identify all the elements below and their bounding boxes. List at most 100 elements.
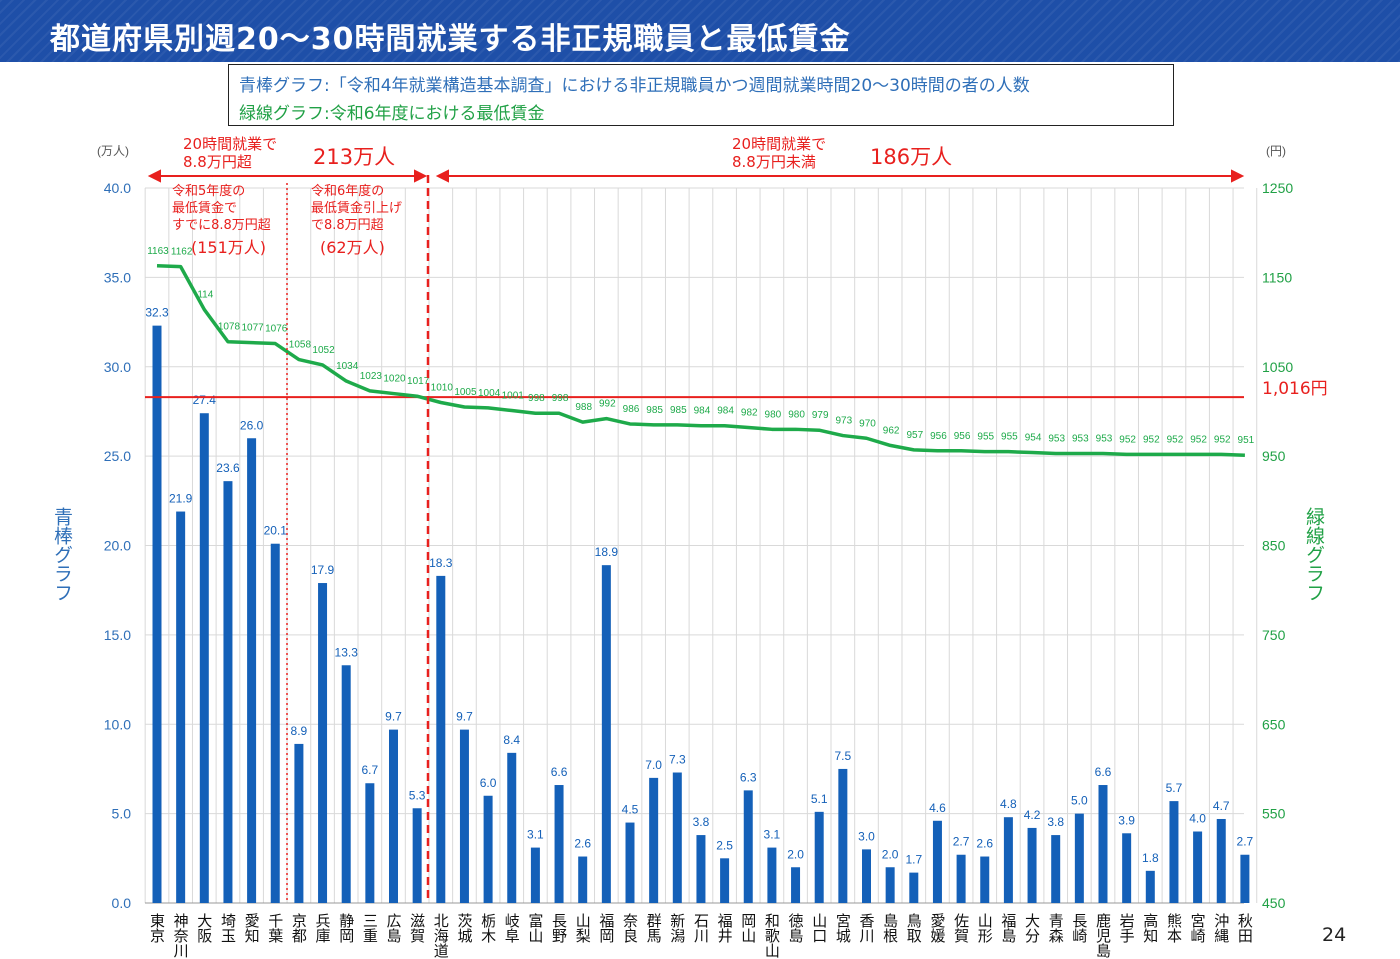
line-value-label: 1034	[336, 361, 359, 372]
left-group-label-2: 8.8万円超	[183, 153, 252, 171]
category-label: 徳島	[787, 913, 805, 943]
left-axis-unit: (万人)	[97, 144, 129, 158]
bar-value-label: 4.0	[1189, 812, 1206, 826]
category-label: 長崎	[1070, 913, 1088, 943]
category-label: 岡山	[739, 913, 757, 943]
page-title: 都道府県別週20～30時間就業する非正規職員と最低賃金	[50, 22, 851, 57]
bar-value-label: 3.1	[764, 828, 781, 842]
sub2-total: (62万人)	[320, 238, 385, 257]
category-label: 奈良	[621, 913, 639, 943]
right-tick-label: 550	[1262, 806, 1286, 822]
category-label: 神奈川	[172, 913, 190, 958]
category-label: 茨城	[455, 913, 473, 944]
category-label: 兵庫	[314, 913, 332, 943]
line-value-label: 956	[930, 431, 947, 442]
bar-value-label: 3.8	[1047, 815, 1064, 829]
bar	[507, 752, 517, 903]
bar-value-label: 20.1	[264, 524, 288, 538]
line-value-label: 1023	[360, 371, 383, 382]
category-label: 鹿児島	[1094, 913, 1112, 958]
line-value-label: 984	[717, 406, 734, 417]
line-value-label: 952	[1190, 434, 1207, 445]
bar	[720, 858, 730, 903]
bar	[1169, 801, 1179, 903]
bar	[767, 847, 777, 903]
category-label: 大分	[1023, 913, 1041, 944]
bar	[814, 811, 824, 903]
bar	[649, 777, 659, 903]
page-number: 24	[1322, 924, 1347, 946]
category-label: 広島	[385, 913, 403, 943]
line-value-label: 980	[788, 409, 805, 420]
bar-value-label: 6.6	[551, 765, 568, 779]
sub1-line3: すでに8.8万円超	[172, 218, 271, 233]
bar	[436, 575, 446, 903]
bar	[743, 790, 753, 903]
line-value-label: 952	[1119, 434, 1136, 445]
bar	[909, 872, 919, 903]
category-label: 福井	[716, 913, 734, 944]
line-value-label: 1001	[502, 391, 525, 402]
sub1-line2: 最低賃金で	[172, 200, 237, 216]
line-series	[156, 264, 1245, 457]
category-label: 静岡	[337, 913, 355, 944]
category-label: 熊本	[1165, 913, 1183, 943]
line-value-label: 955	[1001, 432, 1018, 443]
bar-value-label: 2.6	[574, 837, 591, 851]
right-tick-label: 650	[1262, 716, 1286, 732]
line-value-label: 985	[646, 405, 663, 416]
bar	[459, 729, 469, 903]
right-tick-label: 1150	[1262, 269, 1292, 285]
bar	[270, 543, 280, 903]
title-banner: 都道府県別週20～30時間就業する非正規職員と最低賃金	[0, 0, 1400, 62]
line-value-label: 1005	[454, 387, 477, 398]
category-label: 滋賀	[408, 913, 426, 943]
left-tick-label: 40.0	[104, 180, 131, 196]
line-value-label: 1076	[265, 324, 288, 335]
category-label: 栃木	[479, 913, 497, 943]
category-label: 岐阜	[503, 913, 521, 943]
line-value-label: 962	[883, 425, 900, 436]
bar	[1193, 831, 1203, 903]
sub2-line2: 最低賃金引上げ	[311, 200, 402, 216]
bar-value-label: 4.6	[929, 801, 946, 815]
category-label: 山形	[976, 913, 994, 943]
legend-green-line: 緑線グラフ:令和6年度における最低賃金	[239, 104, 545, 124]
category-label: 佐賀	[952, 913, 970, 943]
category-label: 愛媛	[928, 913, 946, 943]
line-value-label: 1017	[407, 376, 430, 387]
bar-value-label: 2.6	[976, 837, 993, 851]
bar	[1027, 827, 1037, 903]
bar	[932, 820, 942, 903]
bar	[885, 867, 895, 903]
bar-labels: 32.3 21.9 27.4 23.6 26.0 20.1 8.9 17.9 13.3 6.7 9.…	[145, 306, 1253, 867]
line-value-label: 1077	[241, 323, 264, 334]
bar-value-label: 26.0	[240, 418, 264, 432]
bar	[483, 795, 493, 903]
bar	[176, 511, 186, 903]
category-label: 群馬	[645, 913, 663, 944]
line-value-label: 955	[977, 432, 994, 443]
bar-value-label: 9.7	[385, 710, 402, 724]
line-value-label: 952	[1214, 434, 1231, 445]
line-value-label: 973	[836, 416, 853, 427]
line-value-label: 988	[575, 402, 592, 413]
right-group-label-2: 8.8万円未満	[732, 153, 816, 171]
category-label: 岩手	[1118, 913, 1136, 944]
sub2-line3: で8.8万円超	[311, 218, 384, 233]
bar-value-label: 3.0	[858, 829, 875, 843]
bar-value-label: 5.0	[1071, 794, 1088, 808]
bar-value-label: 27.4	[193, 393, 217, 407]
line-value-label: 1058	[289, 340, 312, 351]
left-tick-label: 30.0	[104, 359, 131, 375]
bar	[980, 856, 990, 903]
left-axis-title: 青棒グラフ	[51, 507, 73, 602]
bar-value-label: 3.9	[1118, 813, 1135, 827]
category-label: 福岡	[597, 913, 615, 944]
right-axis-title: 緑線グラフ	[1303, 507, 1325, 602]
bar	[1240, 854, 1250, 903]
bar-value-label: 4.2	[1024, 808, 1041, 822]
right-tick-label: 1250	[1262, 180, 1293, 196]
left-axis-ticks: 0.0 5.0 10.0 15.0 20.0 25.0 30.0 35.0 40.0	[104, 180, 131, 911]
